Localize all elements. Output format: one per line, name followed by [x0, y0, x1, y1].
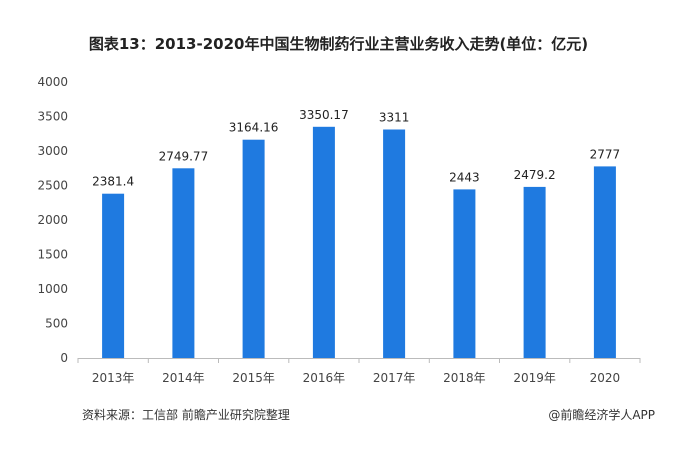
data-label: 2777 — [590, 147, 621, 161]
y-tick-label: 1000 — [37, 282, 68, 296]
bar-2015年 — [242, 139, 265, 358]
x-tick-label: 2020 — [590, 371, 621, 385]
y-axis-ticks: 0 500 1000 1500 2000 2500 3000 3500 4000 — [37, 75, 68, 365]
x-tick-label: 2013年 — [92, 371, 135, 385]
y-tick-label: 1500 — [37, 248, 68, 262]
data-labels-group: 2381.4 2749.77 3164.16 3350.17 3311 2443 2479.… — [92, 108, 620, 189]
bar-2019年 — [523, 186, 546, 358]
y-tick-label: 4000 — [37, 75, 68, 89]
source-note: 资料来源：工信部 前瞻产业研究院整理 — [82, 408, 290, 422]
bar-2016年 — [312, 126, 335, 358]
y-tick-label: 500 — [45, 317, 68, 331]
x-tick-label: 2015年 — [232, 371, 275, 385]
data-label: 3350.17 — [299, 108, 349, 122]
data-label: 2381.4 — [92, 175, 134, 189]
x-axis-ticks: 2013年 2014年 2015年 2016年 2017年 2018年 2019年 2020 — [77, 358, 641, 385]
data-label: 3164.16 — [229, 121, 279, 135]
y-tick-label: 3000 — [37, 144, 68, 158]
x-tick-label: 2014年 — [162, 371, 205, 385]
x-tick-label: 2016年 — [303, 371, 346, 385]
data-label: 2479.2 — [514, 168, 556, 182]
data-label: 3311 — [379, 111, 410, 125]
y-tick-label: 2000 — [37, 213, 68, 227]
x-tick-label: 2017年 — [373, 371, 416, 385]
data-label: 2749.77 — [159, 149, 209, 163]
x-tick-label: 2019年 — [513, 371, 556, 385]
bars-group — [102, 126, 616, 358]
y-tick-label: 2500 — [37, 179, 68, 193]
y-tick-label: 3500 — [37, 110, 68, 124]
bar-2014年 — [172, 168, 195, 358]
y-tick-label: 0 — [60, 351, 68, 365]
brand-credit: @前瞻经济学人APP — [548, 408, 655, 422]
bar-2013年 — [102, 193, 125, 358]
chart-title: 图表13：2013-2020年中国生物制药行业主营业务收入走势(单位：亿元) — [88, 35, 589, 53]
x-tick-label: 2018年 — [443, 371, 486, 385]
bar-2018年 — [453, 189, 476, 358]
bar-2017年 — [383, 129, 406, 358]
data-label: 2443 — [449, 170, 480, 184]
bar-2020 — [593, 166, 616, 358]
